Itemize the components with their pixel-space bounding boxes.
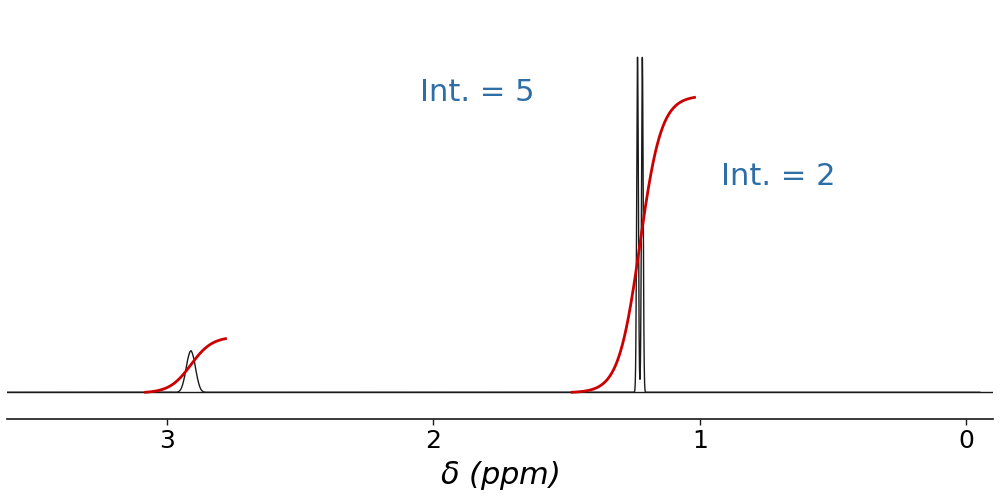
X-axis label: $\delta$ (ppm): $\delta$ (ppm) [440,459,560,492]
Text: Int. = 2: Int. = 2 [721,162,836,191]
Text: Int. = 5: Int. = 5 [420,78,535,107]
